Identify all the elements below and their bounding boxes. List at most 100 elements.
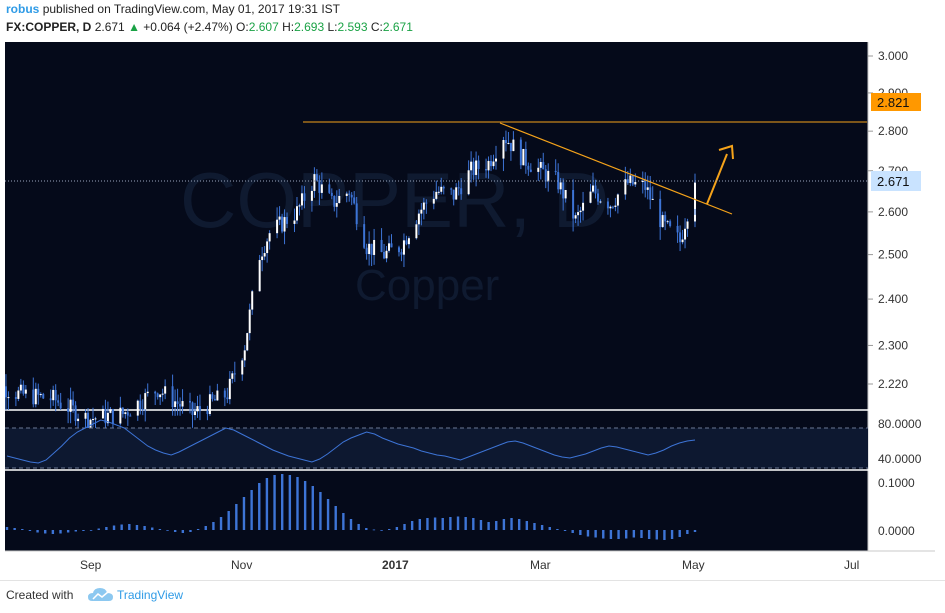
candle-body <box>84 412 87 419</box>
candle-body <box>69 399 72 412</box>
tradingview-cloud-icon[interactable] <box>88 587 114 603</box>
candle-body <box>198 406 201 411</box>
candle-body <box>599 201 602 203</box>
macd-bar <box>66 530 70 533</box>
candle-body <box>164 386 167 394</box>
candle-body <box>432 198 435 204</box>
candle-body <box>661 215 664 228</box>
time-axis-panel[interactable] <box>5 551 935 579</box>
macd-bar <box>655 530 658 540</box>
candle-body <box>485 169 488 171</box>
candle-body <box>522 149 525 166</box>
macd-bar <box>571 530 574 533</box>
symbol-line: FX:COPPER, D 2.671 ▲ +0.064 (+2.47%) O:2… <box>6 20 413 34</box>
candle-body <box>679 232 682 243</box>
candle-body <box>477 160 480 170</box>
candle-body <box>487 160 490 171</box>
candle-body <box>87 412 90 429</box>
candle-body <box>246 333 249 351</box>
macd-bar <box>640 530 643 538</box>
macd-bar <box>395 527 399 530</box>
candle-body <box>659 198 662 228</box>
candle-body <box>154 391 157 394</box>
macd-bar <box>227 511 230 530</box>
candle-body <box>596 193 599 202</box>
candle-body <box>350 194 353 198</box>
chart-svg[interactable]: COPPER, D Copper 3.0002.9002.8002.7002.6… <box>5 42 935 579</box>
macd-bar <box>265 478 269 530</box>
candle-body <box>159 394 162 398</box>
candle-body <box>72 399 75 406</box>
macd-bar <box>128 524 131 530</box>
watermark-name: Copper <box>355 261 499 310</box>
candle-body <box>171 386 174 408</box>
candle-body <box>641 180 644 183</box>
price-tick-label: 3.000 <box>878 49 908 63</box>
tradingview-link[interactable]: TradingView <box>117 588 184 602</box>
macd-bar <box>5 527 9 530</box>
open-value: 2.607 <box>248 20 279 34</box>
author-link[interactable]: robus <box>6 2 40 16</box>
candle-body <box>529 169 532 172</box>
macd-bar <box>105 527 108 530</box>
price-tick-label: 2.300 <box>878 338 908 352</box>
candle-body <box>318 180 321 193</box>
macd-bar <box>120 524 123 530</box>
macd-bar <box>250 490 253 530</box>
candle-body <box>524 149 527 166</box>
candle-body <box>233 373 236 375</box>
rsi-layer <box>5 419 868 469</box>
symbol-label[interactable]: FX:COPPER, D <box>6 20 92 34</box>
macd-bar <box>617 530 620 539</box>
candle-body <box>211 394 214 399</box>
macd-bar <box>403 524 406 530</box>
candle-body <box>651 198 654 200</box>
macd-tick-0: 0.0000 <box>878 524 915 538</box>
macd-bar <box>533 523 536 530</box>
projection-arrow-shaft[interactable] <box>706 153 728 205</box>
macd-bar <box>609 530 613 539</box>
candle-body <box>286 217 289 224</box>
macd-bar <box>273 475 276 530</box>
macd-bar <box>426 518 429 530</box>
time-label-jul: Jul <box>844 558 859 572</box>
rsi-line <box>6 419 696 464</box>
candle-body <box>669 221 672 226</box>
candle-body <box>355 203 358 225</box>
macd-bar <box>288 475 292 530</box>
candle-body <box>626 179 629 183</box>
macd-bar <box>204 526 207 530</box>
candle-body <box>373 239 376 255</box>
candle-body <box>126 412 129 416</box>
macd-bar <box>472 518 475 530</box>
macd-bar <box>166 530 169 531</box>
candle-body <box>616 194 619 206</box>
candle-body <box>353 197 356 204</box>
candle-body <box>106 412 109 424</box>
macd-bar <box>303 481 307 530</box>
candle-body <box>527 165 530 170</box>
candle-body <box>562 182 565 199</box>
candle-body <box>644 180 647 190</box>
macd-bar <box>189 530 192 532</box>
candle-body <box>34 388 37 405</box>
rsi-band <box>5 428 868 468</box>
close-value: 2.671 <box>382 20 413 34</box>
candle-body <box>268 233 271 242</box>
candle-body <box>452 189 455 200</box>
time-label-mar: Mar <box>530 558 551 572</box>
candle-body <box>519 139 522 166</box>
candle-body <box>494 158 497 162</box>
candle-body <box>574 215 577 219</box>
candle-body <box>94 418 97 420</box>
macd-bar <box>173 530 177 532</box>
candle-body <box>542 161 545 170</box>
high-value: 2.693 <box>294 20 325 34</box>
descending-trendline[interactable] <box>499 122 733 215</box>
price-axis-panel[interactable] <box>868 42 935 551</box>
macd-bar <box>502 519 506 530</box>
candle-body <box>124 412 127 414</box>
candle-body <box>415 224 418 239</box>
candle-body <box>450 188 453 190</box>
chart-area[interactable]: COPPER, D Copper 3.000 2.900 2.800 2.700 2.6… <box>5 42 935 579</box>
